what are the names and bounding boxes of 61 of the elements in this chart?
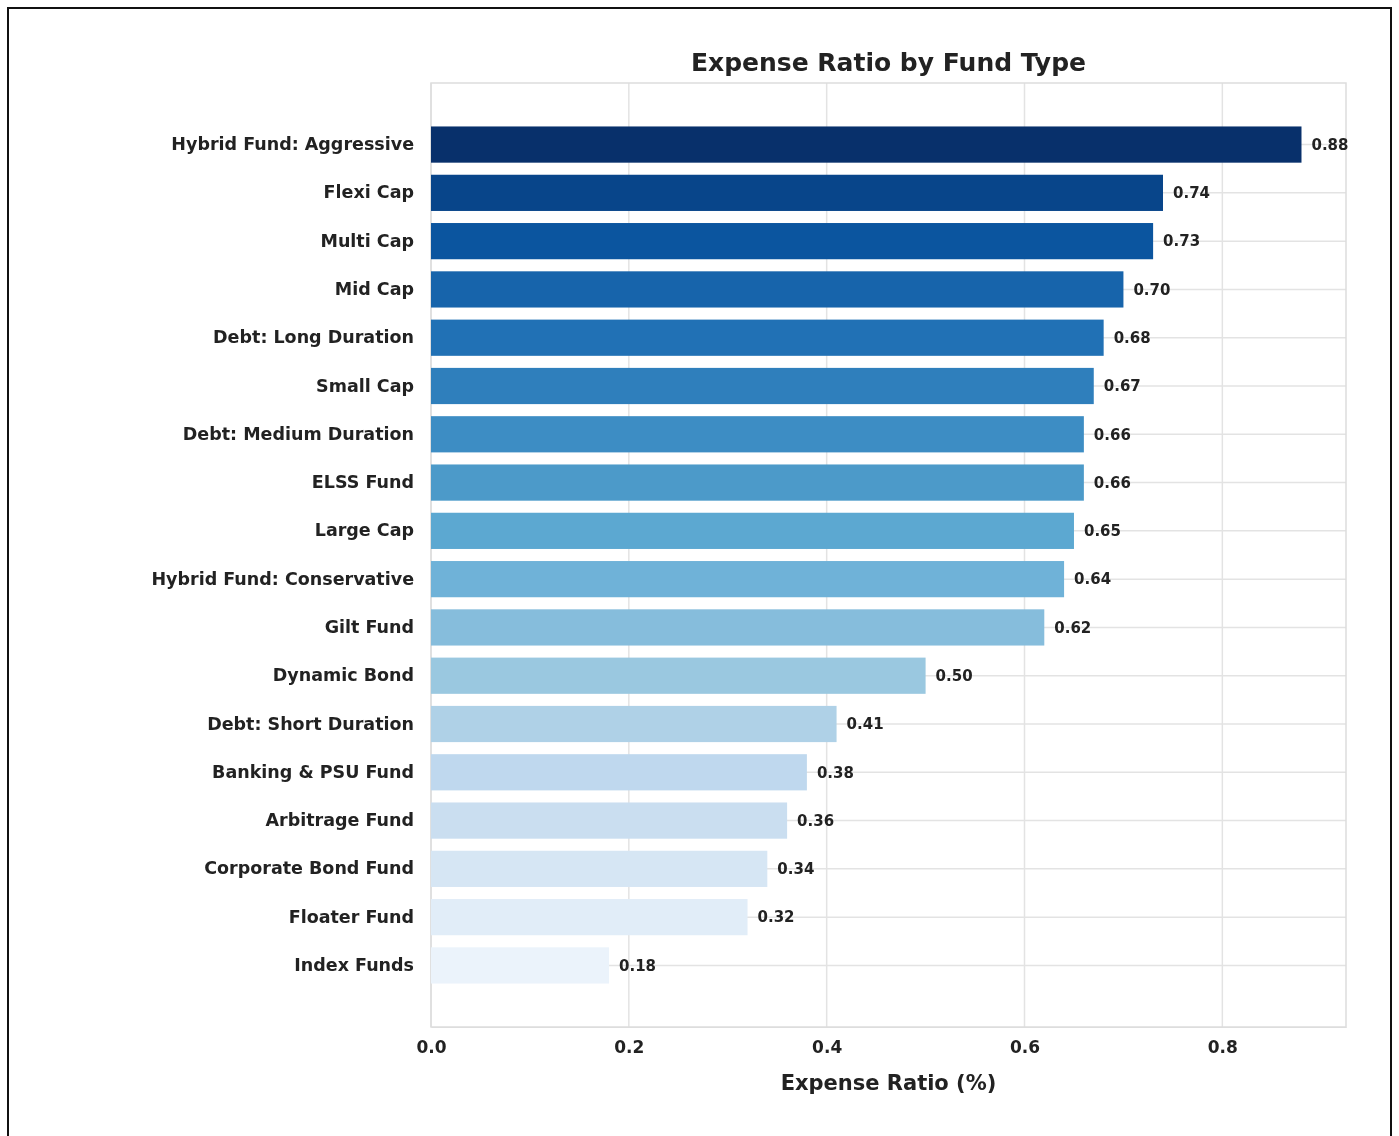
- data-label: 0.66: [1093, 473, 1131, 492]
- data-label: 0.88: [1311, 135, 1349, 154]
- y-tick-label: Dynamic Bond: [272, 665, 414, 686]
- data-label: 0.62: [1054, 618, 1092, 637]
- data-label: 0.74: [1173, 184, 1211, 203]
- y-tick-label: Arbitrage Fund: [265, 810, 414, 831]
- data-label: 0.18: [619, 956, 657, 975]
- x-tick-label: 0.6: [1009, 1037, 1041, 1058]
- y-tick-label: Mid Cap: [334, 279, 414, 300]
- x-tick-label: 0.8: [1207, 1037, 1238, 1058]
- bar: [431, 512, 1074, 549]
- data-label: 0.67: [1103, 377, 1141, 396]
- bar: [431, 609, 1045, 646]
- bar: [431, 126, 1302, 163]
- y-tick-label: Hybrid Fund: Conservative: [151, 568, 415, 589]
- bar: [431, 223, 1154, 260]
- x-tick-label: 0.4: [812, 1037, 843, 1058]
- data-label: 0.68: [1113, 328, 1151, 347]
- data-label: 0.32: [757, 908, 795, 927]
- y-tick-label: Debt: Short Duration: [207, 713, 414, 734]
- y-tick-label: Index Funds: [294, 955, 414, 976]
- y-tick-label: ELSS Fund: [311, 472, 414, 493]
- data-label: 0.41: [846, 715, 884, 734]
- bar: [431, 464, 1084, 501]
- x-tick-label: 0.2: [614, 1037, 645, 1058]
- data-label: 0.50: [935, 666, 973, 685]
- y-tick-label: Large Cap: [314, 520, 414, 541]
- bar: [431, 367, 1094, 405]
- y-tick-label: Corporate Bond Fund: [204, 858, 414, 879]
- x-tick-label: 0.0: [416, 1037, 447, 1058]
- bar: [431, 947, 610, 984]
- data-label: 0.65: [1083, 522, 1121, 541]
- y-tick-label: Gilt Fund: [324, 617, 414, 638]
- data-label: 0.70: [1133, 280, 1171, 299]
- bar: [431, 174, 1163, 211]
- y-tick-label: Banking & PSU Fund: [212, 761, 414, 782]
- chart-title: Expense Ratio by Fund Type: [690, 48, 1087, 77]
- bar: [431, 561, 1065, 598]
- data-label: 0.34: [777, 860, 815, 879]
- bar: [431, 850, 768, 887]
- bar: [431, 705, 837, 743]
- data-label: 0.66: [1093, 425, 1131, 444]
- y-tick-label: Hybrid Fund: Aggressive: [171, 134, 415, 155]
- bar: [431, 899, 748, 936]
- x-axis-title: Expense Ratio (%): [780, 1071, 997, 1095]
- y-tick-label: Debt: Long Duration: [213, 327, 414, 348]
- bar: [431, 657, 926, 694]
- y-tick-label: Floater Fund: [288, 906, 414, 927]
- y-tick-label: Multi Cap: [320, 230, 414, 251]
- bar: [431, 754, 807, 791]
- y-tick-label: Flexi Cap: [323, 182, 414, 203]
- bar: [431, 319, 1104, 356]
- y-tick-label: Debt: Medium Duration: [182, 423, 414, 444]
- data-label: 0.36: [797, 811, 835, 830]
- data-label: 0.38: [816, 763, 854, 782]
- data-label: 0.64: [1074, 570, 1112, 589]
- bar: [431, 802, 788, 839]
- bar: [431, 416, 1084, 453]
- y-tick-label: Small Cap: [316, 375, 414, 396]
- data-label: 0.73: [1163, 232, 1201, 251]
- bar: [431, 271, 1124, 308]
